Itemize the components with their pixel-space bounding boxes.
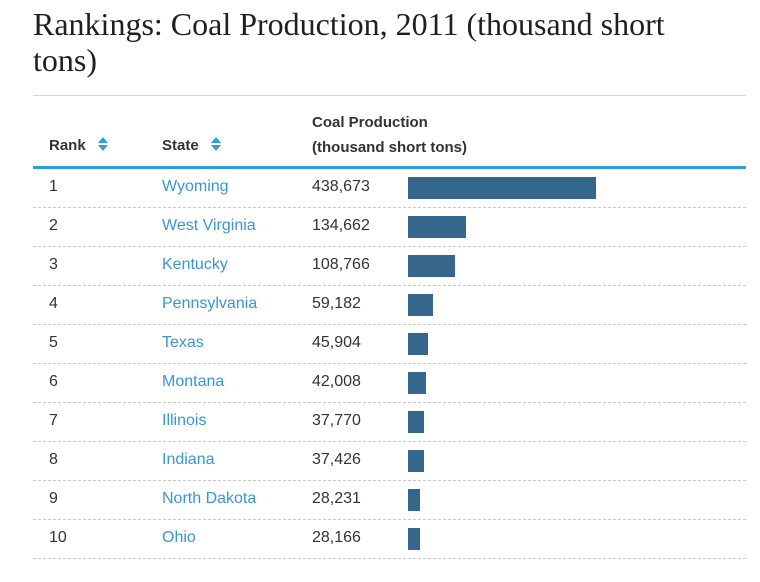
rank-cell: 8	[49, 451, 58, 468]
table-row: 1 Wyoming 438,673	[33, 169, 746, 208]
table-header: Rank State Coal Production (thousand sho…	[33, 100, 746, 169]
production-header-line2: (thousand short tons)	[312, 139, 467, 156]
state-link[interactable]: Kentucky	[162, 256, 228, 273]
rank-cell: 10	[49, 529, 67, 546]
state-link[interactable]: North Dakota	[162, 490, 257, 507]
rank-cell: 5	[49, 334, 58, 351]
rank-header-label: Rank	[49, 137, 86, 154]
rank-cell: 7	[49, 412, 58, 429]
table-row: 3 Kentucky 108,766	[33, 247, 746, 286]
table-row: 5 Texas 45,904	[33, 325, 746, 364]
table-row: 7 Illinois 37,770	[33, 403, 746, 442]
table-row: 10 Ohio 28,166	[33, 520, 746, 559]
state-link[interactable]: Texas	[162, 334, 204, 351]
bar-6	[408, 372, 426, 394]
bar-2	[408, 216, 466, 238]
rankings-table: Rank State Coal Production (thousand sho…	[33, 100, 746, 559]
value-label: 438,673	[312, 178, 370, 195]
state-link[interactable]: Indiana	[162, 451, 215, 468]
production-header-line1: Coal Production	[312, 114, 428, 131]
bar-8	[408, 450, 424, 472]
table-row: 2 West Virginia 134,662	[33, 208, 746, 247]
value-label: 108,766	[312, 256, 370, 273]
bar-5	[408, 333, 428, 355]
sort-state-icon[interactable]	[210, 137, 221, 152]
sort-rank-icon[interactable]	[97, 137, 108, 152]
rank-cell: 1	[49, 178, 58, 195]
value-label: 59,182	[312, 295, 361, 312]
rank-cell: 4	[49, 295, 58, 312]
bar-10	[408, 528, 420, 550]
state-link[interactable]: Pennsylvania	[162, 295, 258, 312]
production-column-header: Coal Production (thousand short tons)	[312, 110, 467, 160]
title-divider	[33, 95, 746, 96]
state-link[interactable]: Montana	[162, 373, 225, 390]
bar-7	[408, 411, 424, 433]
state-link[interactable]: Illinois	[162, 412, 207, 429]
state-link[interactable]: Wyoming	[162, 178, 229, 195]
state-header-label: State	[162, 137, 199, 154]
table-row: 8 Indiana 37,426	[33, 442, 746, 481]
bar-4	[408, 294, 433, 316]
page-title: Rankings: Coal Production, 2011 (thousan…	[33, 6, 665, 78]
state-link[interactable]: Ohio	[162, 529, 196, 546]
value-label: 42,008	[312, 373, 361, 390]
state-column-header[interactable]: State	[162, 137, 221, 154]
value-label: 37,770	[312, 412, 361, 429]
state-link[interactable]: West Virginia	[162, 217, 256, 234]
rank-column-header[interactable]: Rank	[49, 137, 108, 154]
bar-9	[408, 489, 420, 511]
table-row: 4 Pennsylvania 59,182	[33, 286, 746, 325]
rank-cell: 6	[49, 373, 58, 390]
bar-3	[408, 255, 455, 277]
value-label: 28,231	[312, 490, 361, 507]
table-body: 1 Wyoming 438,673 2 West Virginia 134,662 3 Ken…	[33, 169, 746, 559]
value-label: 45,904	[312, 334, 361, 351]
bar-1	[408, 177, 596, 199]
rank-cell: 9	[49, 490, 58, 507]
value-label: 134,662	[312, 217, 370, 234]
rank-cell: 3	[49, 256, 58, 273]
rank-cell: 2	[49, 217, 58, 234]
value-label: 37,426	[312, 451, 361, 468]
table-row: 6 Montana 42,008	[33, 364, 746, 403]
value-label: 28,166	[312, 529, 361, 546]
table-row: 9 North Dakota 28,231	[33, 481, 746, 520]
